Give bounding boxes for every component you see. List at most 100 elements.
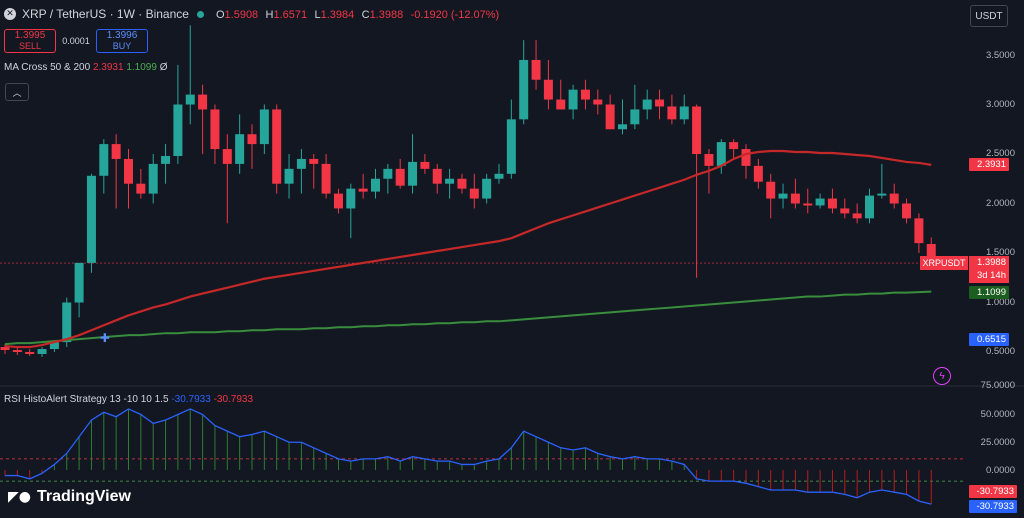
ohlc-close-value: 1.3988 <box>369 9 404 21</box>
ohlc-high-key: H <box>265 9 274 21</box>
candle-body <box>420 161 430 169</box>
low-price-tag: 0.6515 <box>969 333 1009 346</box>
candle-body <box>333 193 343 209</box>
candle-body <box>457 178 467 189</box>
rsi-tick: 25.0000 <box>980 437 1015 448</box>
candle-body <box>543 79 553 100</box>
candle-body <box>852 213 862 219</box>
candle-body <box>556 99 566 110</box>
candle-body <box>136 183 146 194</box>
candle-body <box>815 198 825 206</box>
ma50-line <box>4 149 932 349</box>
price-tick: 2.5000 <box>985 148 1015 159</box>
candle-countdown: 3d 14h <box>976 270 1006 281</box>
ma200-line <box>4 290 932 346</box>
ma-indicator-legend[interactable]: MA Cross 50 & 200 2.3931 1.1099 Ø <box>4 62 167 73</box>
candle-body <box>469 188 479 199</box>
currency-button[interactable]: USDT <box>970 5 1008 27</box>
candle-body <box>99 144 109 176</box>
candle-body <box>741 149 751 166</box>
candle-body <box>704 154 714 166</box>
candle-body <box>296 158 306 169</box>
logo-text: TradingView <box>36 488 131 505</box>
candle-body <box>914 218 924 244</box>
tradingview-logo-icon: ◤● <box>8 489 31 505</box>
rsi-tick: 50.0000 <box>980 409 1015 420</box>
candle-body <box>358 188 368 192</box>
ma-indicator-name: MA Cross 50 & 200 <box>4 62 91 73</box>
collapse-legend-button[interactable]: ︿ <box>5 83 29 101</box>
candle-body <box>259 109 269 145</box>
candle-body <box>692 106 702 154</box>
ohlc-high-value: 1.6571 <box>273 9 308 21</box>
candle-body <box>173 104 183 156</box>
candle-body <box>630 109 640 125</box>
cross-marker-icon: ✚ <box>100 331 110 345</box>
candle-body <box>222 149 232 164</box>
price-tick: 2.0000 <box>985 198 1015 209</box>
candle-body <box>12 350 22 352</box>
rsi-indicator-legend[interactable]: RSI HistoAlert Strategy 13 -10 10 1.5 -3… <box>4 394 253 405</box>
candle-body <box>395 168 405 186</box>
sell-price: 1.3995 <box>14 30 46 41</box>
ma200-value: 1.1099 <box>126 62 157 73</box>
candle-body <box>753 165 763 182</box>
chevron-up-icon: ︿ <box>12 87 22 98</box>
tradingview-logo[interactable]: ◤● TradingView <box>8 488 131 506</box>
ohlc-values: O1.5908 H1.6571 L1.3984 C1.3988 -0.1920 … <box>212 7 499 21</box>
candle-body <box>519 59 529 120</box>
candle-body <box>778 193 788 199</box>
candle-body <box>74 262 84 303</box>
lightning-icon[interactable]: ϟ <box>933 367 951 385</box>
candle-body <box>62 302 72 343</box>
rsi-value-tag: -30.7933 <box>969 500 1017 513</box>
rsi-value-1: -30.7933 <box>171 394 211 405</box>
candle-body <box>593 99 603 105</box>
ohlc-low-value: 1.3984 <box>320 9 355 21</box>
candle-body <box>432 168 442 184</box>
trade-panel: 1.3995 SELL 0.0001 1.3996 BUY <box>4 29 148 53</box>
candle-body <box>235 134 245 164</box>
candle-body <box>729 142 739 150</box>
rsi-line <box>5 408 932 505</box>
candle-body <box>371 178 380 192</box>
candle-body <box>877 193 887 196</box>
candle-body <box>25 352 35 354</box>
candle-body <box>840 208 850 214</box>
candle-body <box>926 244 936 264</box>
candle-body <box>531 59 541 80</box>
ma50-price-tag: 2.3931 <box>969 158 1009 171</box>
candle-body <box>803 203 813 206</box>
candle-body <box>580 89 590 100</box>
candle-body <box>445 178 455 184</box>
buy-button[interactable]: 1.3996 BUY <box>96 29 148 53</box>
candle-body <box>148 163 158 194</box>
candle-body <box>618 124 627 130</box>
ma200-price-tag: 1.1099 <box>969 286 1009 299</box>
candle-body <box>198 94 208 110</box>
candle-body <box>642 99 652 110</box>
candle-body <box>124 158 133 184</box>
price-tick: 3.0000 <box>985 99 1015 110</box>
candle-body <box>309 158 319 164</box>
ohlc-change: -0.1920 (-12.07%) <box>410 9 500 21</box>
sell-label: SELL <box>18 41 42 51</box>
symbol-title[interactable]: XRP / TetherUS · 1W · Binance <box>22 7 189 21</box>
sell-button[interactable]: 1.3995 SELL <box>4 29 56 53</box>
candle-body <box>568 89 578 110</box>
candle-body <box>506 119 516 174</box>
symbol-header[interactable]: ✕ XRP / TetherUS · 1W · Binance O1.5908 … <box>4 3 499 25</box>
x-icon: ✕ <box>4 8 16 20</box>
candle-body <box>790 193 800 204</box>
candle-body <box>272 109 282 184</box>
price-tick: 0.5000 <box>985 346 1015 357</box>
candle-body <box>37 349 47 354</box>
candle-body <box>383 168 393 179</box>
candle-body <box>247 134 257 145</box>
candle-body <box>679 106 689 120</box>
ohlc-close-key: C <box>361 9 370 21</box>
candle-body <box>655 99 665 107</box>
candle-body <box>284 168 294 184</box>
